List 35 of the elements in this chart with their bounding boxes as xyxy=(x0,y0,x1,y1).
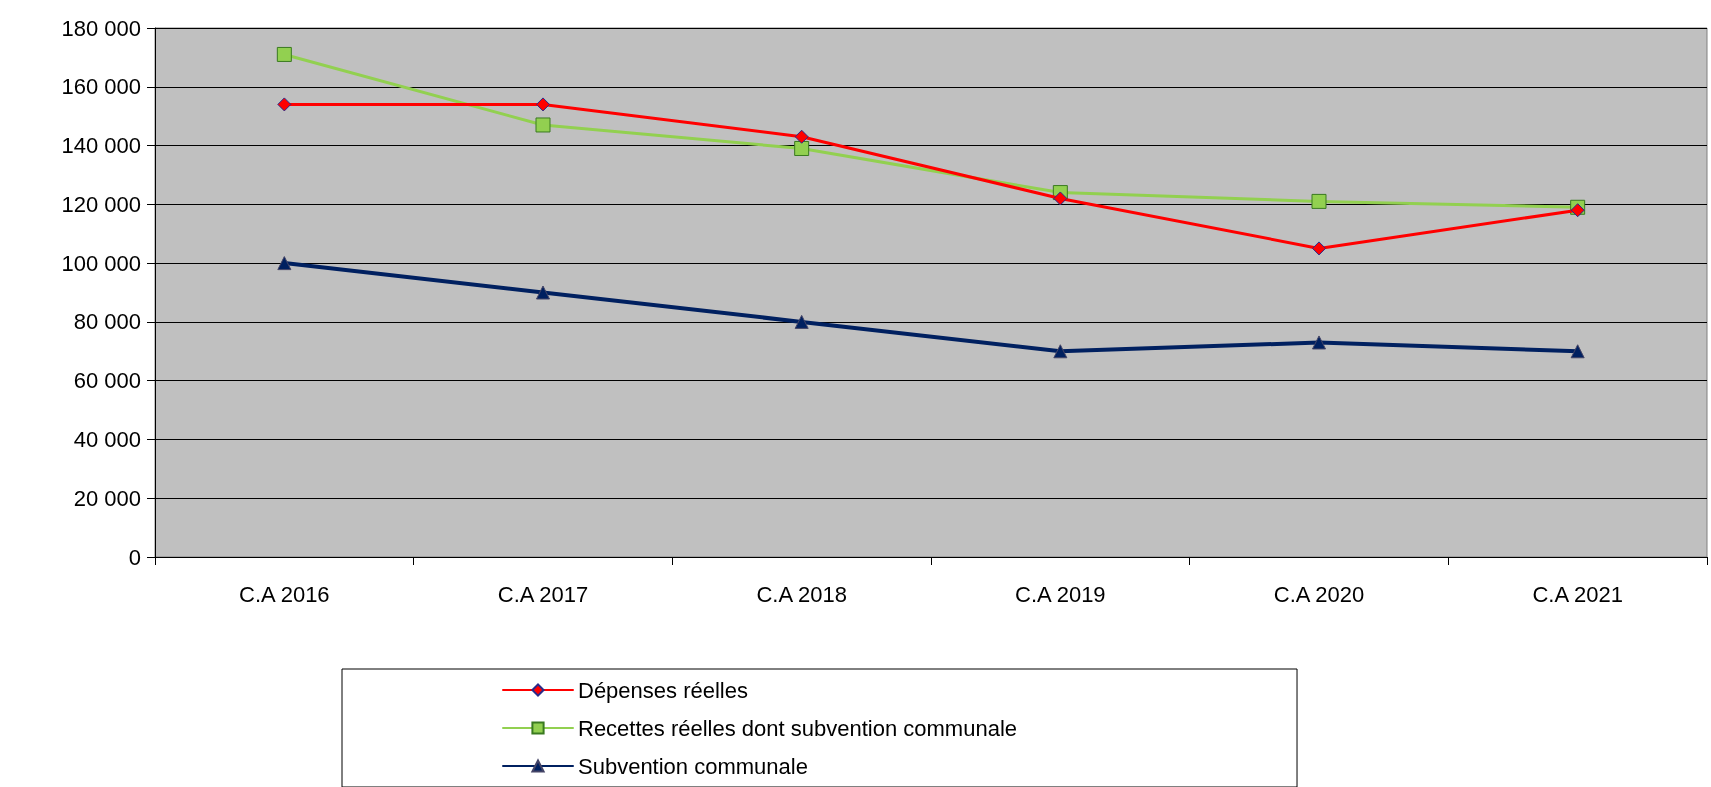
y-tick-label: 100 000 xyxy=(61,250,141,276)
point xyxy=(1312,241,1326,256)
point xyxy=(535,117,551,133)
x-tick-label: C.A 2019 xyxy=(1015,581,1106,607)
y-tick-label: 20 000 xyxy=(73,485,141,511)
y-tick-label: 40 000 xyxy=(73,426,141,452)
x-tick-label: C.A 2017 xyxy=(497,581,589,607)
point xyxy=(1053,344,1068,359)
x-tick-label: C.A 2020 xyxy=(1273,581,1365,607)
point xyxy=(794,314,809,329)
point xyxy=(536,97,550,112)
y-tick-label: 120 000 xyxy=(61,191,141,217)
point xyxy=(277,97,292,112)
y-tick-label: 60 000 xyxy=(73,368,141,394)
point xyxy=(794,129,809,144)
legend-label: Recettes réelles dont subvention communale xyxy=(578,715,1018,741)
point xyxy=(1312,335,1326,350)
point xyxy=(1311,193,1327,209)
point xyxy=(1570,203,1585,218)
point xyxy=(277,256,292,271)
point xyxy=(794,140,810,156)
point xyxy=(1053,191,1068,206)
y-tick-label: 160 000 xyxy=(61,74,141,100)
x-tick-label: C.A 2021 xyxy=(1532,581,1623,607)
x-tick-label: C.A 2016 xyxy=(239,581,330,607)
y-tick-label: 140 000 xyxy=(61,133,141,159)
x-tick-label: C.A 2018 xyxy=(756,581,847,607)
y-tick-label: 180 000 xyxy=(61,15,141,41)
y-tick-label: 80 000 xyxy=(73,309,141,335)
point xyxy=(536,285,550,300)
legend-label: Subvention communale xyxy=(578,753,808,779)
point xyxy=(1570,344,1585,359)
legend-label: Dépenses réelles xyxy=(578,677,748,703)
y-tick-label: 0 xyxy=(128,544,141,570)
point xyxy=(276,46,292,62)
